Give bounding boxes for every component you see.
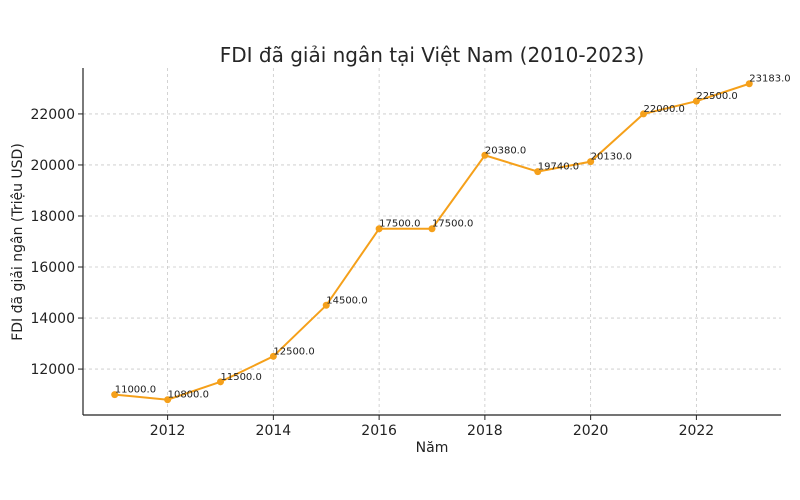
data-point — [269, 352, 277, 360]
ticks: 2012 2014 2016 2018 2020 2022 12000 14000 16000 1… — [30, 107, 714, 439]
x-tick-label: 2018 — [467, 423, 503, 439]
y-tick-label: 16000 — [30, 260, 75, 276]
data-point — [640, 110, 648, 118]
data-label: 11000.0 — [115, 385, 156, 396]
data-label: 17500.0 — [432, 219, 473, 230]
series-line — [114, 82, 750, 401]
data-label: 14500.0 — [326, 295, 367, 306]
data-label: 11500.0 — [220, 372, 261, 383]
data-label: 17500.0 — [379, 219, 420, 230]
grid — [83, 68, 781, 415]
y-tick-label: 12000 — [30, 362, 75, 378]
x-tick-label: 2016 — [361, 423, 397, 439]
y-tick-label: 20000 — [30, 158, 75, 174]
series: 11000.0 10800.0 11500.0 12500.0 14500.0 17500… — [111, 74, 791, 404]
data-point — [534, 168, 542, 176]
data-point — [428, 225, 436, 233]
x-tick-label: 2012 — [150, 423, 186, 439]
data-point — [481, 151, 489, 159]
y-tick-label: 18000 — [30, 209, 75, 225]
data-label: 20130.0 — [591, 152, 632, 163]
data-label: 20380.0 — [485, 145, 526, 156]
chart-title: FDI đã giải ngân tại Việt Nam (2010-2023… — [220, 43, 645, 67]
data-label: 19740.0 — [538, 162, 579, 173]
data-label: 10800.0 — [168, 390, 209, 401]
axes — [82, 68, 781, 416]
x-axis-label: Năm — [416, 440, 449, 456]
data-label: 22500.0 — [696, 91, 737, 102]
data-point — [164, 396, 172, 404]
data-label: 22000.0 — [644, 104, 685, 115]
x-tick-label: 2014 — [256, 423, 292, 439]
data-label: 23183.0 — [749, 74, 790, 85]
data-point — [587, 158, 595, 166]
x-tick-label: 2020 — [573, 423, 609, 439]
data-point — [322, 301, 330, 309]
data-point — [111, 391, 119, 399]
data-point — [745, 80, 753, 88]
data-point — [692, 97, 700, 105]
data-point — [375, 225, 383, 233]
x-tick-label: 2022 — [679, 423, 715, 439]
data-label: 12500.0 — [273, 346, 314, 357]
data-point — [216, 378, 224, 386]
y-tick-label: 14000 — [30, 311, 75, 327]
y-tick-label: 22000 — [30, 107, 75, 123]
y-axis-label: FDI đã giải ngân (Triệu USD) — [10, 143, 26, 341]
